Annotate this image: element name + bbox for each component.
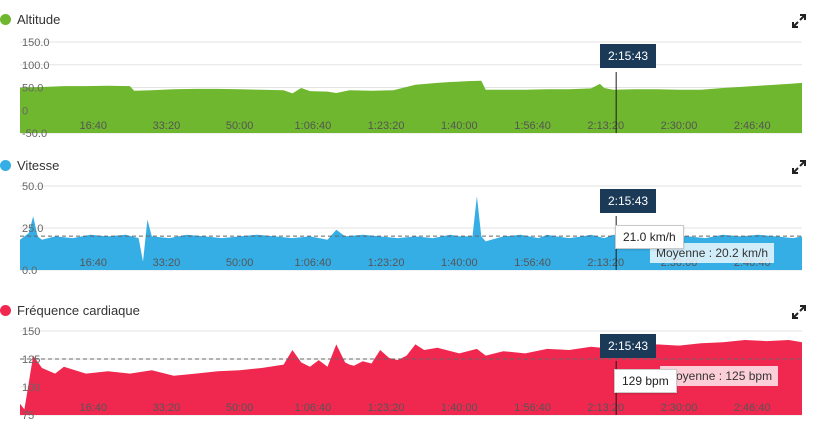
altitude-xtick-label: 16:40 bbox=[79, 120, 107, 132]
heart-rate-xtick-label: 1:56:40 bbox=[514, 402, 551, 414]
heart-rate-xtick-label: 1:06:40 bbox=[295, 402, 332, 414]
speed-expand-icon[interactable] bbox=[792, 160, 806, 174]
speed-cursor-time-label: 2:15:43 bbox=[600, 189, 657, 213]
altitude-ytick-label: 150.0 bbox=[22, 37, 50, 49]
heart-rate-ytick-label: 125 bbox=[22, 354, 40, 366]
heart-rate-ytick-label: 100 bbox=[22, 382, 40, 394]
speed-title-text: Vitesse bbox=[17, 158, 60, 173]
altitude-xtick-label: 1:23:20 bbox=[368, 120, 405, 132]
heart-rate-cursor-time-label: 2:15:43 bbox=[600, 334, 657, 358]
speed-panel: Vitesse 50.0 25.0 0.0 16:40 33:20 50:00 1:06:4… bbox=[0, 145, 816, 285]
heart-rate-xtick-label: 33:20 bbox=[153, 402, 181, 414]
altitude-expand-icon[interactable] bbox=[792, 14, 806, 28]
speed-xtick-label: 50:00 bbox=[226, 257, 254, 269]
altitude-xtick-label: 33:20 bbox=[153, 120, 181, 132]
speed-xtick-label: 2:13:20 bbox=[587, 257, 624, 269]
heart-rate-xtick-label: 2:13:20 bbox=[587, 402, 624, 414]
altitude-area-series bbox=[20, 80, 802, 133]
altitude-title-text: Altitude bbox=[17, 12, 61, 27]
altitude-ytick-label: 100.0 bbox=[22, 60, 50, 72]
speed-xtick-label: 16:40 bbox=[79, 257, 107, 269]
speed-area-series bbox=[20, 196, 802, 270]
speed-xtick-label: 1:40:00 bbox=[441, 257, 478, 269]
speed-xtick-label: 1:23:20 bbox=[368, 257, 405, 269]
altitude-xtick-label: 1:40:00 bbox=[441, 120, 478, 132]
altitude-xtick-label: 1:56:40 bbox=[514, 120, 551, 132]
heart-rate-chart[interactable]: 150 125 100 75 16:40 33:20 50:00 1:06:40 1:23:20… bbox=[0, 290, 816, 430]
heart-rate-xtick-label: 2:46:40 bbox=[734, 402, 771, 414]
speed-tooltip: 21.0 km/h bbox=[615, 225, 684, 249]
heart-rate-tooltip: 129 bpm bbox=[614, 369, 677, 393]
altitude-cursor-time-label: 2:15:43 bbox=[600, 44, 657, 68]
heart-rate-xtick-label: 50:00 bbox=[226, 402, 254, 414]
altitude-ytick-label: 0 bbox=[22, 105, 28, 117]
speed-title: Vitesse bbox=[0, 158, 59, 173]
heart-rate-title: Fréquence cardiaque bbox=[0, 303, 140, 318]
heart-rate-xtick-label: 1:23:20 bbox=[368, 402, 405, 414]
heart-rate-ytick-label: 75 bbox=[22, 410, 34, 422]
heart-rate-average-label: Moyenne : 125 bpm bbox=[660, 366, 779, 386]
heart-rate-xtick-label: 1:40:00 bbox=[441, 402, 478, 414]
heart-rate-xtick-label: 2:30:00 bbox=[661, 402, 698, 414]
altitude-series-dot bbox=[0, 14, 11, 25]
speed-series-dot bbox=[0, 160, 11, 171]
speed-ytick-label: 0.0 bbox=[22, 265, 37, 277]
heart-rate-area-series bbox=[20, 340, 802, 415]
speed-xtick-label: 1:56:40 bbox=[514, 257, 551, 269]
heart-rate-xtick-label: 16:40 bbox=[79, 402, 107, 414]
altitude-title: Altitude bbox=[0, 12, 60, 27]
altitude-xtick-label: 50:00 bbox=[226, 120, 254, 132]
altitude-xtick-label: 2:46:40 bbox=[734, 120, 771, 132]
heart-rate-expand-icon[interactable] bbox=[792, 305, 806, 319]
altitude-ytick-label: -50.0 bbox=[22, 128, 47, 140]
speed-xtick-label: 33:20 bbox=[153, 257, 181, 269]
heart-rate-title-text: Fréquence cardiaque bbox=[17, 303, 140, 318]
altitude-chart[interactable]: 150.0 100.0 50.0 0 -50.0 16:40 33:20 50:00 1:06:… bbox=[0, 0, 816, 140]
altitude-ytick-label: 50.0 bbox=[22, 83, 43, 95]
altitude-xtick-label: 2:13:20 bbox=[587, 120, 624, 132]
heart-rate-series-dot bbox=[0, 305, 11, 316]
heart-rate-ytick-label: 150 bbox=[22, 326, 40, 338]
speed-ytick-label: 50.0 bbox=[22, 181, 43, 193]
speed-xtick-label: 1:06:40 bbox=[295, 257, 332, 269]
speed-ytick-label: 25.0 bbox=[22, 223, 43, 235]
heart-rate-panel: Fréquence cardiaque 150 125 100 75 16:40 33:2… bbox=[0, 290, 816, 430]
altitude-xtick-label: 1:06:40 bbox=[295, 120, 332, 132]
altitude-panel: Altitude 150.0 100.0 50.0 0 -50.0 16:40 33:20 5… bbox=[0, 0, 816, 140]
altitude-xtick-label: 2:30:00 bbox=[661, 120, 698, 132]
speed-chart[interactable]: 50.0 25.0 0.0 16:40 33:20 50:00 1:06:40 1:23:20… bbox=[0, 145, 816, 285]
